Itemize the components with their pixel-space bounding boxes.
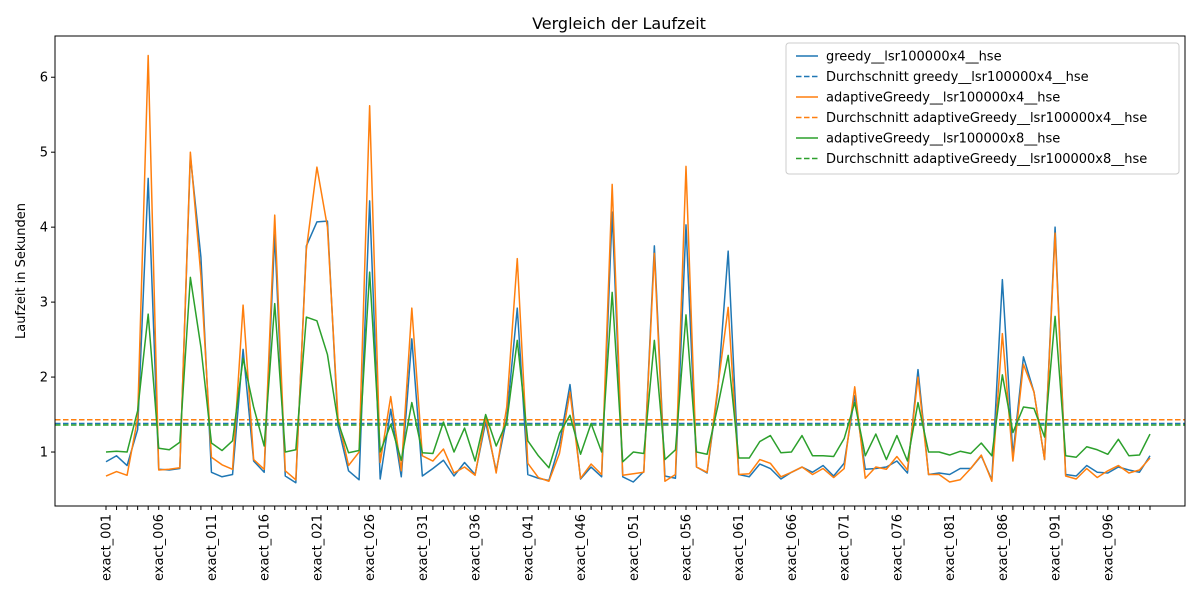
chart-title: Vergleich der Laufzeit bbox=[532, 14, 706, 33]
series-line-2 bbox=[105, 54, 1151, 483]
x-tick-label: exact_076 bbox=[890, 514, 905, 581]
legend-label: adaptiveGreedy__lsr100000x8__hse bbox=[826, 132, 1060, 147]
x-tick-label: exact_026 bbox=[363, 514, 378, 581]
x-tick-label: exact_041 bbox=[521, 514, 536, 581]
x-tick-label: exact_091 bbox=[1049, 514, 1064, 581]
y-tick-label: 4 bbox=[40, 221, 48, 236]
y-tick-label: 6 bbox=[40, 71, 48, 86]
x-tick-label: exact_036 bbox=[469, 514, 484, 581]
plot-area bbox=[55, 54, 1185, 484]
y-tick-label: 5 bbox=[40, 146, 48, 161]
y-tick-label: 3 bbox=[40, 296, 48, 311]
legend-label: adaptiveGreedy__lsr100000x4__hse bbox=[826, 91, 1060, 106]
x-tick-label: exact_031 bbox=[416, 514, 431, 581]
x-tick-label: exact_066 bbox=[785, 514, 800, 581]
legend-label: Durchschnitt adaptiveGreedy__lsr100000x4… bbox=[826, 111, 1147, 126]
x-tick-label: exact_056 bbox=[680, 514, 695, 581]
x-tick-label: exact_096 bbox=[1101, 514, 1116, 581]
legend-label: Durchschnitt greedy__lsr100000x4__hse bbox=[826, 70, 1089, 85]
x-tick-label: exact_016 bbox=[258, 514, 273, 581]
x-tick-label: exact_046 bbox=[574, 514, 589, 581]
legend-label: Durchschnitt adaptiveGreedy__lsr100000x8… bbox=[826, 152, 1147, 167]
x-tick-label: exact_061 bbox=[732, 514, 747, 581]
y-axis-label: Laufzeit in Sekunden bbox=[14, 203, 29, 339]
x-tick-label: exact_086 bbox=[996, 514, 1011, 581]
legend: greedy__lsr100000x4__hse Durchschnitt gre… bbox=[785, 42, 1180, 175]
y-tick-label: 1 bbox=[40, 446, 48, 461]
legend-label: greedy__lsr100000x4__hse bbox=[826, 50, 1002, 65]
series-line-4 bbox=[105, 271, 1151, 469]
y-axis: 1 2 3 4 5 6 bbox=[40, 71, 55, 461]
x-tick-label: exact_001 bbox=[100, 514, 115, 581]
x-tick-label: exact_081 bbox=[943, 514, 958, 581]
x-tick-label: exact_051 bbox=[627, 514, 642, 581]
x-tick-label: exact_021 bbox=[310, 514, 325, 581]
y-tick-label: 2 bbox=[40, 371, 48, 386]
legend-box bbox=[785, 42, 1180, 175]
x-tick-label: exact_006 bbox=[152, 514, 167, 581]
axes-frame bbox=[54, 35, 1186, 507]
x-axis: exact_001 exact_006 exact_011 exact_016 exac… bbox=[100, 506, 1151, 581]
x-tick-label: exact_071 bbox=[838, 514, 853, 581]
x-tick-label: exact_011 bbox=[205, 514, 220, 581]
